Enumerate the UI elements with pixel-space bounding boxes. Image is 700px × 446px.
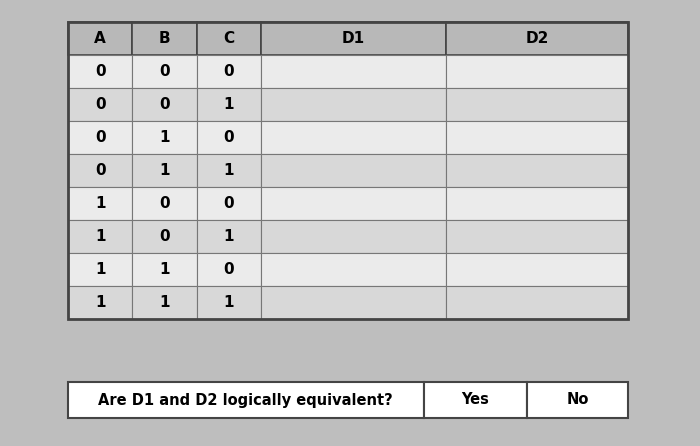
Bar — [132, 121, 197, 154]
Bar — [446, 88, 628, 121]
Bar — [261, 88, 446, 121]
Text: 1: 1 — [160, 163, 170, 178]
Text: 1: 1 — [95, 295, 106, 310]
Bar — [527, 382, 628, 418]
Bar — [424, 382, 527, 418]
Bar — [446, 22, 628, 55]
Bar — [197, 154, 261, 187]
Text: D2: D2 — [525, 31, 549, 46]
Text: 1: 1 — [160, 262, 170, 277]
Bar — [132, 88, 197, 121]
Bar — [68, 220, 132, 253]
Bar — [261, 55, 446, 88]
Bar — [68, 55, 132, 88]
Text: A: A — [94, 31, 106, 46]
Text: 1: 1 — [224, 163, 234, 178]
Text: 1: 1 — [160, 130, 170, 145]
Text: C: C — [223, 31, 235, 46]
Bar — [261, 187, 446, 220]
Text: 0: 0 — [95, 64, 106, 79]
Bar — [261, 22, 446, 55]
Text: 1: 1 — [95, 196, 106, 211]
Text: 1: 1 — [224, 229, 234, 244]
Text: Are D1 and D2 logically equivalent?: Are D1 and D2 logically equivalent? — [99, 392, 393, 408]
Bar — [132, 22, 197, 55]
Bar — [446, 55, 628, 88]
Text: 0: 0 — [160, 97, 170, 112]
Bar — [446, 286, 628, 319]
Bar — [68, 253, 132, 286]
Bar — [197, 220, 261, 253]
Text: 0: 0 — [95, 130, 106, 145]
Bar — [68, 187, 132, 220]
Text: 0: 0 — [224, 196, 234, 211]
Bar — [68, 382, 424, 418]
Text: B: B — [159, 31, 170, 46]
Text: 0: 0 — [224, 64, 234, 79]
Text: No: No — [566, 392, 589, 408]
Bar — [261, 220, 446, 253]
Bar — [446, 220, 628, 253]
Text: 0: 0 — [160, 64, 170, 79]
Bar — [446, 121, 628, 154]
Bar — [68, 286, 132, 319]
Text: 1: 1 — [95, 262, 106, 277]
Bar — [132, 220, 197, 253]
Text: Yes: Yes — [461, 392, 489, 408]
Bar — [197, 88, 261, 121]
Text: 0: 0 — [160, 229, 170, 244]
Bar — [197, 55, 261, 88]
Text: D1: D1 — [342, 31, 365, 46]
Text: 1: 1 — [224, 295, 234, 310]
Text: 0: 0 — [95, 163, 106, 178]
Text: 0: 0 — [224, 130, 234, 145]
Bar — [261, 121, 446, 154]
Bar — [132, 286, 197, 319]
Bar — [132, 187, 197, 220]
Bar — [197, 187, 261, 220]
Bar — [446, 187, 628, 220]
Bar — [132, 55, 197, 88]
Bar — [132, 253, 197, 286]
Bar — [132, 154, 197, 187]
Bar — [68, 22, 132, 55]
Bar — [261, 253, 446, 286]
Bar — [261, 154, 446, 187]
Bar — [197, 286, 261, 319]
Bar — [68, 22, 628, 319]
Bar — [197, 22, 261, 55]
Bar — [68, 154, 132, 187]
Text: 1: 1 — [160, 295, 170, 310]
Bar — [68, 121, 132, 154]
Text: 1: 1 — [95, 229, 106, 244]
Bar — [68, 88, 132, 121]
Text: 0: 0 — [95, 97, 106, 112]
Bar — [261, 286, 446, 319]
Bar — [197, 253, 261, 286]
Bar — [197, 121, 261, 154]
Text: 1: 1 — [224, 97, 234, 112]
Text: 0: 0 — [224, 262, 234, 277]
Bar — [446, 253, 628, 286]
Bar — [446, 154, 628, 187]
Text: 0: 0 — [160, 196, 170, 211]
